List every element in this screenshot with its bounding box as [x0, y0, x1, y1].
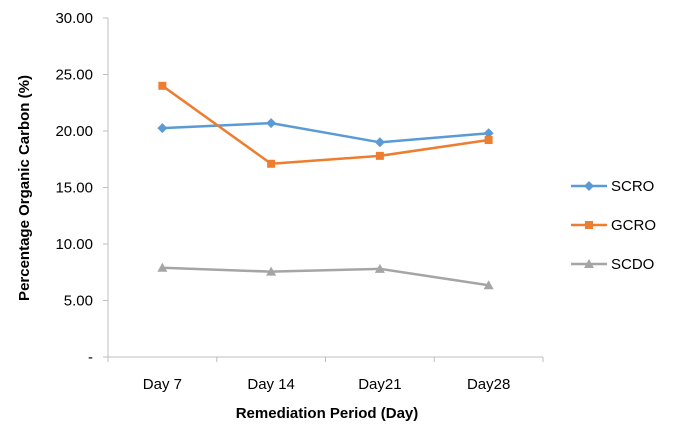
legend: SCRO GCRO SCDO: [571, 178, 656, 273]
data-point-scdo: [157, 262, 168, 272]
y-axis-title: Percentage Organic Carbon (%): [16, 75, 33, 301]
legend-marker-scdo: [584, 259, 594, 268]
x-tick-label: Day28: [467, 376, 510, 393]
data-point-scro: [483, 128, 494, 139]
axes: [107, 18, 543, 358]
data-point-gcro: [267, 159, 276, 168]
legend-marker-gcro: [585, 221, 593, 229]
x-tick-label: Day 14: [247, 376, 295, 393]
data-point-scro: [266, 118, 277, 129]
x-tick-label: Day 7: [143, 376, 182, 393]
data-point-scdo: [266, 266, 277, 276]
data-point-scdo: [374, 263, 385, 273]
data-point-gcro: [158, 81, 167, 90]
y-tick-label: 5.00: [64, 293, 93, 310]
y-tick-label: 10.00: [55, 236, 93, 253]
series-layer: [157, 81, 494, 290]
x-tick-label: Day21: [358, 376, 401, 393]
y-tick-label: -: [88, 349, 93, 366]
y-tick-label: 20.00: [55, 123, 93, 140]
data-point-scro: [157, 123, 168, 134]
y-tick-label: 25.00: [55, 67, 93, 84]
series-line-scro: [162, 121, 489, 144]
data-point-gcro: [484, 136, 493, 145]
data-point-gcro: [375, 151, 384, 160]
legend-label-gcro: GCRO: [611, 217, 656, 234]
legend-label-scdo: SCDO: [611, 256, 654, 273]
data-point-scro: [374, 137, 385, 148]
series-line-gcro: [161, 84, 489, 166]
x-ticks: Day 7 Day 14 Day21 Day28: [107, 357, 544, 393]
y-tick-label: 15.00: [55, 180, 93, 197]
y-tick-label: 30.00: [55, 10, 93, 27]
series-line-scdo: [162, 266, 489, 287]
legend-marker-scro: [584, 181, 594, 191]
x-axis-title: Remediation Period (Day): [236, 405, 419, 422]
data-point-scdo: [483, 280, 494, 290]
y-ticks: - 5.00 10.00 15.00 20.00 25.00 30.00: [55, 10, 108, 366]
legend-label-scro: SCRO: [611, 178, 654, 195]
